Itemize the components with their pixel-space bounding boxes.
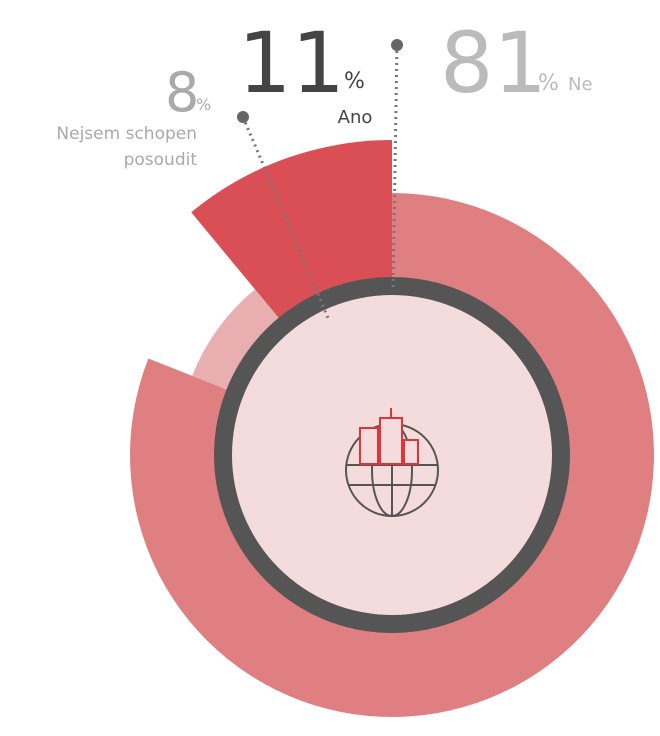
leader-line <box>241 116 330 319</box>
building <box>379 417 403 465</box>
unit-label: % <box>196 95 211 114</box>
building <box>359 427 379 465</box>
icon <box>345 408 439 517</box>
category-label: Ano <box>338 107 373 128</box>
leader-line <box>391 44 399 291</box>
category-label: Ne <box>568 74 593 95</box>
leader-dot <box>391 39 403 51</box>
leader-dot <box>237 111 249 123</box>
value-label: 81 <box>440 14 547 112</box>
unit-label: % <box>538 71 559 96</box>
value-label: 11 <box>238 14 345 112</box>
category-label: Nejsem schopen posoudit <box>56 124 197 170</box>
value-label: 8 <box>165 61 199 124</box>
unit-label: % <box>344 69 365 94</box>
building <box>403 439 419 465</box>
